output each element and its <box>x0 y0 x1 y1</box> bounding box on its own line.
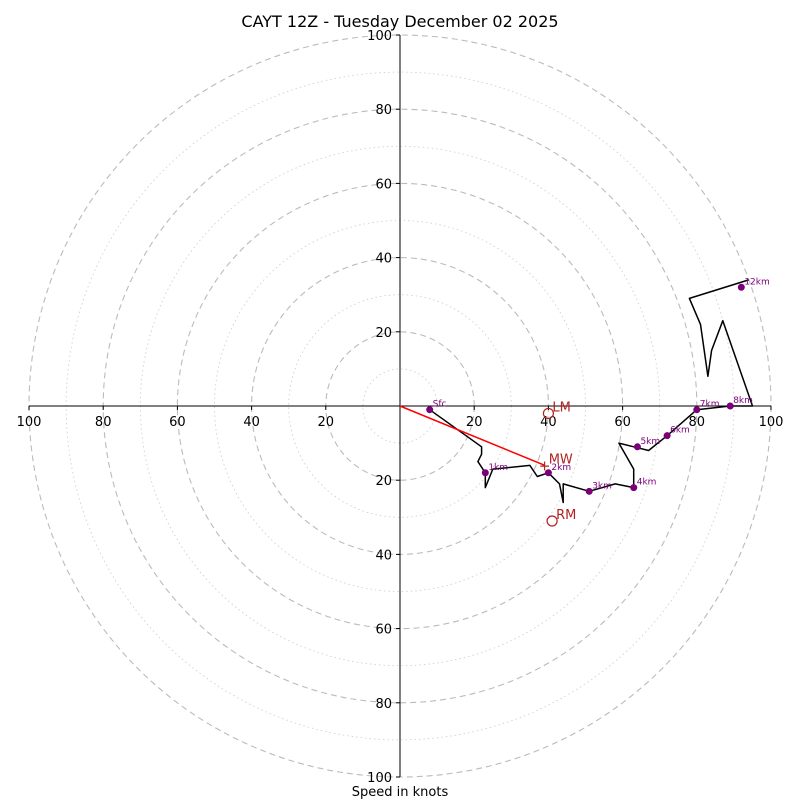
x-tick-label: 60 <box>169 415 186 430</box>
motion-marker-circle <box>546 515 558 527</box>
y-tick-label: 60 <box>375 177 392 192</box>
height-marker-label: 8km <box>733 396 753 406</box>
motion-marker-label: LM <box>552 400 570 415</box>
height-marker-label: 5km <box>640 437 660 447</box>
height-marker-label: 3km <box>592 481 612 491</box>
height-marker-label: 7km <box>700 400 720 410</box>
height-marker-dot <box>663 432 671 440</box>
chart-title: CAYT 12Z - Tuesday December 02 2025 <box>241 12 558 31</box>
wind-trace-line <box>429 279 754 504</box>
mean-wind-vector <box>399 405 545 467</box>
y-tick-label: 20 <box>375 326 392 341</box>
height-marker-label: Sfc <box>433 400 447 410</box>
wind-trace <box>429 279 754 504</box>
x-tick-label: 40 <box>540 415 557 430</box>
x-tick-label: 100 <box>759 415 784 430</box>
y-tick-label: 80 <box>375 103 392 118</box>
motion-marker-label: RM <box>556 508 576 523</box>
x-axis-label: Speed in knots <box>352 785 449 800</box>
height-markers: Sfc 1km 2km 3km 4km 5km 6km 7km 8km 12km <box>426 277 770 495</box>
height-marker-dot <box>737 283 745 291</box>
y-tick-label: 20 <box>375 474 392 489</box>
x-tick-label: 80 <box>95 415 112 430</box>
height-marker-dot <box>585 487 593 495</box>
x-tick-label: 40 <box>243 415 260 430</box>
height-marker-dot <box>633 443 641 451</box>
height-marker-dot <box>544 469 552 477</box>
height-marker-dot <box>726 402 734 410</box>
x-tick-label: 60 <box>614 415 631 430</box>
motion-cross-glyph: + <box>539 458 551 474</box>
x-tick-label: 20 <box>466 415 483 430</box>
x-tick-label: 100 <box>17 415 42 430</box>
motion-marker-label: MW <box>549 452 573 467</box>
x-tick-label: 20 <box>318 415 335 430</box>
height-marker-label: 2km <box>551 463 571 473</box>
motion-marker-circle <box>542 407 555 420</box>
x-tick-label: 80 <box>689 415 706 430</box>
y-tick-label: 40 <box>375 252 392 267</box>
height-marker-label: 12km <box>744 277 769 287</box>
y-tick-label: 60 <box>375 623 392 638</box>
height-marker-label: 6km <box>670 426 690 436</box>
y-tick-label: 40 <box>375 548 392 563</box>
y-tick-label: 100 <box>367 771 392 786</box>
mean-wind-vector-group <box>399 405 545 467</box>
height-marker-dot <box>630 484 638 492</box>
y-tick-label: 80 <box>375 697 392 712</box>
height-marker-label: 1km <box>488 463 508 473</box>
height-marker-dot <box>481 469 489 477</box>
storm-motion-markers: LM RM +MW <box>539 400 576 527</box>
tick-labels: 100 80 60 40 20 20 40 60 80 100 100 80 60 40 20 20 40 60 8… <box>17 29 784 786</box>
height-marker-dot <box>426 406 434 414</box>
height-marker-label: 4km <box>637 478 657 488</box>
height-marker-dot <box>693 406 701 414</box>
y-tick-label: 100 <box>367 29 392 44</box>
